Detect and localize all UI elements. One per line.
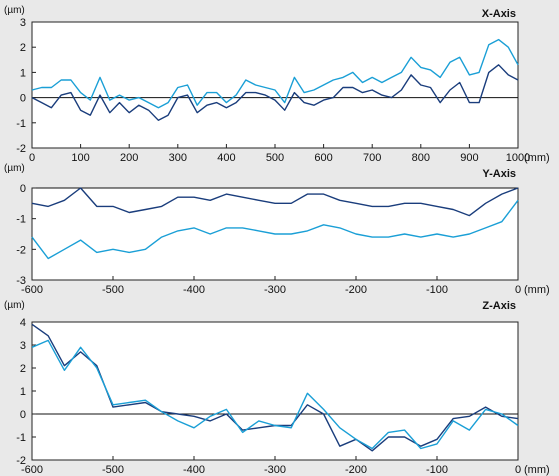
x-tick-label: 300 xyxy=(169,152,187,164)
x-tick-label: 0 xyxy=(515,464,521,476)
x-tick-label: 400 xyxy=(217,152,235,164)
x-tick-label: -200 xyxy=(345,284,367,296)
y-tick-label: -2 xyxy=(16,244,26,256)
x-tick-label: 0 xyxy=(515,284,521,296)
chart-title: X-Axis xyxy=(482,8,516,20)
y-tick-label: 0 xyxy=(20,409,26,421)
x-tick-label: 100 xyxy=(71,152,89,164)
x-tick-label: -100 xyxy=(426,464,448,476)
y-tick-label: 0 xyxy=(20,183,26,195)
x-tick-label: 1000 xyxy=(506,152,530,164)
series-line-2 xyxy=(31,199,519,260)
y-unit-label: (µm) xyxy=(4,300,25,311)
y-tick-label: 4 xyxy=(20,317,26,329)
y-tick-label: 1 xyxy=(20,386,26,398)
x-tick-label: 200 xyxy=(120,152,138,164)
series-line-1 xyxy=(31,187,519,217)
y-tick-label: 2 xyxy=(20,363,26,375)
y-unit-label: (µm) xyxy=(4,5,25,16)
x-tick-label: -400 xyxy=(183,464,205,476)
x-tick-label: -300 xyxy=(264,464,286,476)
series-line-1 xyxy=(31,38,519,109)
y-tick-label: 1 xyxy=(20,67,26,79)
y-tick-label: 2 xyxy=(20,42,26,54)
y-tick-label: -1 xyxy=(16,118,26,130)
x-tick-label: -500 xyxy=(102,464,124,476)
x-tick-label: 0 xyxy=(29,152,35,164)
chart-title: Z-Axis xyxy=(482,300,516,312)
x-unit-label: (mm) xyxy=(524,152,550,164)
x-tick-label: -400 xyxy=(183,284,205,296)
y-tick-label: 3 xyxy=(20,340,26,352)
x-tick-label: 700 xyxy=(363,152,381,164)
y-tick-label: 3 xyxy=(20,17,26,29)
x-unit-label: (mm) xyxy=(524,464,550,476)
x-tick-label: -200 xyxy=(345,464,367,476)
x-tick-label: 800 xyxy=(412,152,430,164)
y-tick-label: -1 xyxy=(16,214,26,226)
x-tick-label: -100 xyxy=(426,284,448,296)
x-tick-label: -600 xyxy=(21,284,43,296)
x-tick-label: -500 xyxy=(102,284,124,296)
x-tick-label: 900 xyxy=(460,152,478,164)
y-tick-label: -2 xyxy=(16,143,26,155)
y-unit-label: (µm) xyxy=(4,163,25,174)
x-tick-label: -600 xyxy=(21,464,43,476)
chart-title: Y-Axis xyxy=(482,168,516,180)
y-tick-label: -3 xyxy=(16,275,26,287)
series-line-2 xyxy=(31,339,519,450)
x-tick-label: 500 xyxy=(266,152,284,164)
y-tick-label: -2 xyxy=(16,455,26,467)
x-tick-label: -300 xyxy=(264,284,286,296)
x-tick-label: 600 xyxy=(314,152,332,164)
plot-area-3 xyxy=(31,321,519,461)
y-tick-label: 0 xyxy=(20,93,26,105)
y-tick-label: -1 xyxy=(16,432,26,444)
plot-area-1 xyxy=(31,21,519,149)
series-line-2 xyxy=(31,64,519,122)
x-unit-label: (mm) xyxy=(524,284,550,296)
